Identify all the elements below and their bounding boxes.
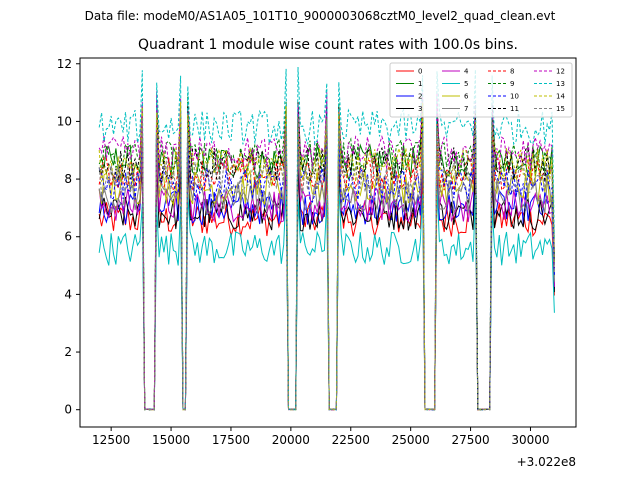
legend-label-7: 7: [464, 105, 468, 113]
legend-label-3: 3: [418, 105, 422, 113]
legend-label-6: 6: [464, 93, 469, 101]
y-tick-label: 6: [64, 230, 72, 244]
x-tick-label: 30000: [511, 433, 549, 447]
x-tick-label: 20000: [272, 433, 310, 447]
y-axis: 0 2 4 6 8 10 12: [57, 57, 80, 417]
x-tick-label: 25000: [392, 433, 430, 447]
legend-label-14: 14: [556, 93, 565, 101]
y-tick-label: 10: [57, 114, 72, 128]
chart-suptitle: Data file: modeM0/AS1A05_101T10_90000030…: [85, 9, 556, 23]
x-tick-label: 22500: [332, 433, 370, 447]
legend-label-10: 10: [510, 93, 519, 101]
x-axis: 12500 15000 17500 20000 22500 25000 27500 30000: [92, 427, 550, 447]
legend-label-13: 13: [556, 80, 565, 88]
x-offset-label: +3.022e8: [517, 455, 576, 469]
legend-label-12: 12: [556, 68, 565, 76]
y-tick-label: 2: [64, 345, 72, 359]
legend-label-9: 9: [510, 80, 514, 88]
chart-title: Quadrant 1 module wise count rates with …: [138, 37, 518, 53]
x-tick-label: 12500: [92, 433, 130, 447]
legend-box: [389, 62, 573, 118]
y-tick-label: 8: [64, 172, 72, 186]
legend-label-4: 4: [464, 68, 469, 76]
legend-label-15: 15: [556, 105, 565, 113]
x-tick-label: 27500: [451, 433, 489, 447]
legend-label-5: 5: [464, 80, 468, 88]
legend-label-11: 11: [510, 105, 519, 113]
legend-label-0: 0: [418, 68, 422, 76]
legend-label-2: 2: [418, 93, 422, 101]
x-tick-label: 17500: [212, 433, 250, 447]
y-tick-label: 4: [64, 287, 72, 301]
legend-label-1: 1: [418, 80, 422, 88]
y-tick-label: 0: [64, 403, 72, 417]
legend-label-8: 8: [510, 68, 514, 76]
series-line-15: [98, 116, 555, 411]
series-layer: [98, 66, 555, 411]
y-tick-label: 12: [57, 57, 72, 71]
x-tick-label: 15000: [152, 433, 190, 447]
plot-frame: [79, 57, 577, 428]
